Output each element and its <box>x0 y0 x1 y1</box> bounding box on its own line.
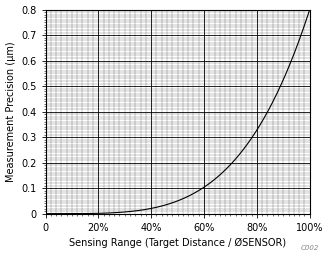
Text: C002: C002 <box>301 245 319 251</box>
Y-axis label: Measurement Precision (µm): Measurement Precision (µm) <box>6 41 15 182</box>
X-axis label: Sensing Range (Target Distance / ØSENSOR): Sensing Range (Target Distance / ØSENSOR… <box>69 238 286 248</box>
